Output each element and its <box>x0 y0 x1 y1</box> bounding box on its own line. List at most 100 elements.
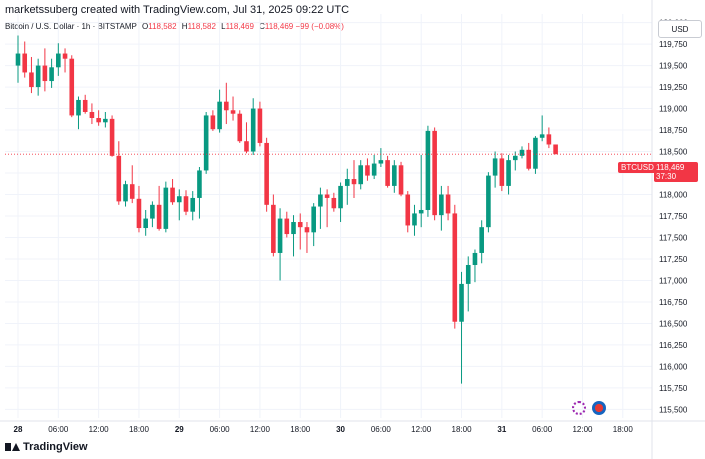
candle <box>250 98 256 155</box>
candle <box>365 158 370 181</box>
candle-body <box>304 227 310 233</box>
candle-body <box>170 187 175 203</box>
candle-body <box>210 115 216 130</box>
time-tick-label: 18:00 <box>290 425 311 434</box>
candle <box>230 96 236 121</box>
candle-body <box>338 185 343 209</box>
brand-name: TradingView <box>23 441 88 453</box>
candle-body <box>344 179 350 186</box>
candle-body <box>277 218 283 253</box>
candle <box>49 58 54 88</box>
candle <box>506 154 511 195</box>
candle <box>96 110 101 126</box>
open-label: O <box>141 22 149 31</box>
candle <box>331 192 337 212</box>
candle <box>519 146 525 159</box>
close-label: C <box>259 22 265 31</box>
candle <box>143 209 148 236</box>
us-flag-icon[interactable] <box>592 401 606 415</box>
candle-body <box>492 158 498 176</box>
time-tick-label: 12:00 <box>89 425 110 434</box>
tradingview-footer: TradingView <box>5 441 88 453</box>
candle <box>526 142 532 171</box>
candle-body <box>418 209 424 214</box>
candle-body <box>311 206 316 233</box>
candle-body <box>183 196 189 212</box>
candle-body <box>103 118 108 123</box>
candle-body <box>472 252 478 265</box>
price-tick-label: 117,750 <box>659 212 688 221</box>
candle <box>190 191 196 221</box>
candle-body <box>197 170 202 198</box>
candle <box>405 191 411 233</box>
currency-selector[interactable]: USD <box>658 20 702 38</box>
candle-body <box>405 194 411 226</box>
candle <box>358 160 364 190</box>
candle <box>69 55 75 118</box>
candle <box>197 167 202 219</box>
candle-body <box>486 175 491 228</box>
price-tick-label: 119,250 <box>659 83 688 92</box>
candle <box>203 111 209 174</box>
candle-body <box>546 134 552 145</box>
replay-icon[interactable] <box>572 401 586 415</box>
candle-body <box>539 134 545 138</box>
candle <box>318 187 323 229</box>
time-tick-label: 18:00 <box>129 425 150 434</box>
candle <box>304 222 310 253</box>
candle-body <box>190 197 196 212</box>
price-tick-label: 115,750 <box>659 384 688 393</box>
candle <box>398 161 404 197</box>
candle <box>546 127 552 149</box>
candle-body <box>465 264 471 284</box>
symbol-legend: Bitcoin / U.S. Dollar · 1h · BITSTAMP O1… <box>5 22 344 31</box>
candle-body <box>15 53 21 66</box>
candle-body <box>82 99 88 112</box>
candle-body <box>76 99 81 116</box>
candle-body <box>69 58 75 116</box>
candle-body <box>425 130 431 210</box>
candle-body <box>392 165 397 186</box>
candle <box>284 211 290 238</box>
candle <box>210 110 216 131</box>
time-tick-label: 12:00 <box>411 425 432 434</box>
price-tick-label: 117,000 <box>659 276 688 285</box>
candle-body <box>445 194 451 214</box>
candle <box>156 185 162 231</box>
time-tick-label: 06:00 <box>48 425 69 434</box>
candle <box>499 153 505 192</box>
candle <box>170 179 175 205</box>
price-tick-label: 117,500 <box>659 233 688 242</box>
candle-body <box>398 165 404 195</box>
candle <box>56 43 61 76</box>
candle-body <box>176 196 182 203</box>
chart-tools <box>572 401 606 415</box>
candle <box>237 110 243 143</box>
candle-body <box>385 160 390 186</box>
candle-body <box>136 198 142 229</box>
candle <box>217 89 222 133</box>
candle <box>486 172 491 233</box>
candle-body <box>217 101 222 130</box>
candle <box>291 215 296 257</box>
close-value: 118,469 <box>264 22 294 31</box>
candle <box>445 185 451 221</box>
candle-body <box>29 72 34 88</box>
price-tick-label: 119,500 <box>659 62 688 71</box>
candle <box>244 122 249 154</box>
candle <box>22 41 28 78</box>
candle-body <box>351 179 357 185</box>
change-value: −99 (−0.08%) <box>295 22 344 31</box>
candle <box>385 155 390 188</box>
price-tick-label: 118,500 <box>659 148 688 157</box>
candle-body <box>318 194 323 207</box>
candle-body <box>324 194 330 198</box>
candle-body <box>365 165 370 176</box>
time-tick-label: 12:00 <box>572 425 593 434</box>
candle <box>418 154 424 228</box>
candle-body <box>257 108 263 143</box>
high-value: 118,582 <box>187 22 216 31</box>
candle-body <box>224 101 229 111</box>
